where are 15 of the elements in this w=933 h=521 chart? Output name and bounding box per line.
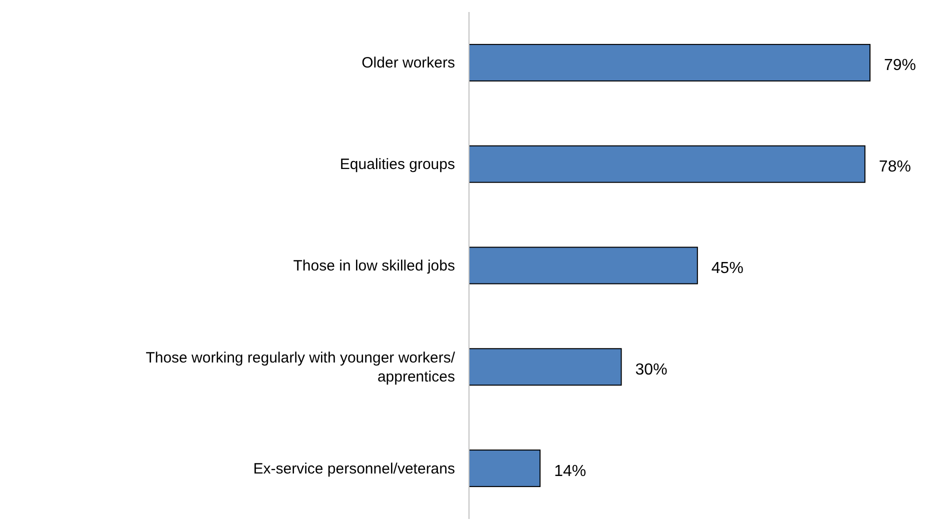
bar	[468, 44, 870, 82]
data-label: 45%	[711, 260, 744, 277]
bar	[468, 348, 622, 386]
data-label: 14%	[554, 462, 586, 480]
data-label: 79%	[884, 57, 916, 74]
y-tick-label: Those working regularly with younger workers/ apprentices	[146, 348, 456, 385]
y-tick-label: Equalities groups	[340, 156, 455, 173]
y-tick-label: Those in low skilled jobs	[293, 257, 455, 274]
data-label: 78%	[878, 158, 911, 176]
y-tick-label: Older workers	[362, 54, 455, 72]
data-label: 30%	[635, 361, 668, 378]
bar	[468, 246, 698, 284]
bar	[468, 145, 866, 183]
bar	[468, 450, 541, 488]
y-tick-label: Ex-service personnel/veterans	[253, 460, 455, 477]
